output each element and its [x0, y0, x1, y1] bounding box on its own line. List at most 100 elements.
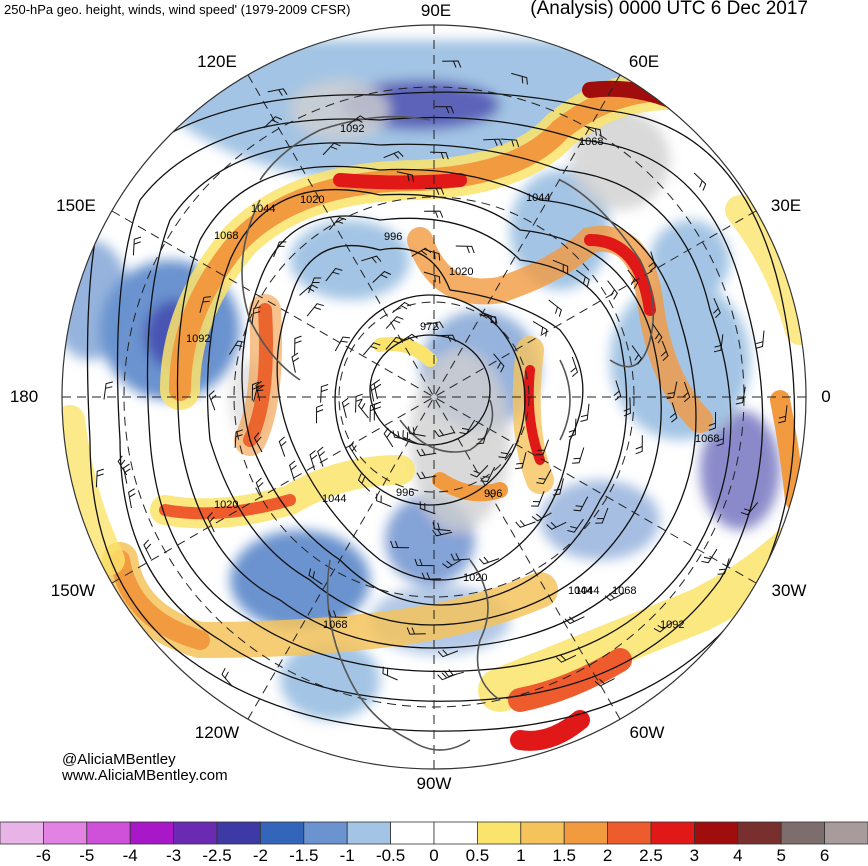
wind-barb	[95, 468, 104, 488]
wind-barb	[421, 572, 441, 580]
colorbar-tick-label: 6	[819, 846, 830, 865]
wind-barb	[228, 340, 245, 355]
wind-barb	[613, 380, 622, 401]
wind-barb	[199, 296, 212, 313]
wind-barb	[253, 432, 263, 453]
wind-barb	[432, 528, 453, 537]
wind-barb	[607, 280, 619, 300]
lon-label-60w: 60W	[629, 723, 665, 742]
colorbar-swatch	[520, 821, 565, 845]
wind-barb	[480, 311, 497, 325]
wind-barb	[470, 465, 489, 478]
contour-label: 996	[484, 488, 502, 500]
colorbar-swatch	[216, 821, 261, 845]
wind-barb	[103, 381, 114, 400]
contour-label: 1092	[186, 333, 210, 345]
wind-barb	[498, 443, 514, 459]
contour-label: 1068	[579, 136, 603, 148]
wind-barb	[436, 334, 456, 342]
colorbar-tick-label: -0.5	[375, 846, 406, 865]
colorbar-tick-label: 4	[733, 846, 743, 865]
wind-barb	[273, 241, 287, 258]
wind-barb	[251, 381, 260, 401]
wind-barb	[713, 334, 724, 353]
wind-barb	[546, 521, 567, 530]
wind-barb	[234, 429, 243, 448]
wind-barb	[459, 419, 476, 435]
wind-barb	[595, 507, 609, 524]
wind-barb	[515, 520, 536, 528]
wind-barb	[623, 397, 631, 417]
wind-barb	[531, 512, 552, 522]
colorbar-swatch	[694, 821, 739, 845]
wind-barb	[382, 666, 398, 681]
contour-label: 1044	[575, 585, 599, 597]
wind-barb	[500, 138, 520, 147]
wind-barb	[385, 336, 403, 350]
colorbar-tick-label: 1	[516, 846, 526, 865]
wind-barb	[536, 469, 552, 485]
contour-label: 972	[420, 321, 438, 333]
wind-barb	[573, 496, 589, 512]
wind-barb	[552, 478, 564, 496]
wind-barb	[320, 384, 329, 403]
wind-barbs	[95, 60, 788, 687]
wind-barb	[294, 335, 302, 355]
wind-barb	[660, 340, 669, 361]
wind-barb	[480, 466, 496, 483]
wind-barb	[682, 381, 691, 403]
wind-barb	[208, 390, 217, 411]
wind-barb	[291, 352, 300, 373]
lon-label-60e: 60E	[628, 52, 660, 71]
wind-barb	[435, 106, 455, 114]
lon-label-90e: 90E	[420, 1, 452, 20]
credit-handle: @AliciaMBentley	[62, 751, 176, 768]
wind-barb	[390, 540, 410, 549]
contour-label: 1068	[695, 433, 719, 445]
contour-label: 1092	[660, 619, 684, 631]
colorbar-swatch	[346, 821, 392, 845]
wind-barb	[648, 251, 657, 272]
wind-barb	[627, 269, 639, 289]
contour-label: 1020	[449, 266, 473, 278]
wind-barb	[357, 399, 369, 419]
lon-label-30w: 30W	[771, 581, 807, 600]
wind-barb	[132, 236, 142, 256]
wind-barb	[476, 427, 489, 445]
colorbar-swatch	[433, 821, 478, 845]
colorbar-swatch	[129, 821, 174, 845]
height-contours	[86, 91, 796, 732]
contour-label: 1068	[612, 585, 636, 597]
contour-labels: 1092 1068 1044 1020 996 972 1044 1020 99…	[186, 123, 719, 631]
lon-label-120w: 120W	[194, 723, 240, 742]
colorbar-swatch	[43, 821, 88, 845]
wind-barb	[267, 88, 288, 96]
wind-barb	[419, 501, 436, 515]
colorbar-tick-label: -1	[339, 846, 355, 865]
valid-time: (Analysis) 0000 UTC 6 Dec 2017	[530, 0, 808, 19]
wind-barb	[432, 522, 451, 532]
wind-barb	[308, 277, 322, 294]
wind-barb	[653, 621, 673, 633]
wind-barb	[584, 125, 602, 137]
wind-barb	[567, 518, 584, 533]
colorbar-swatch	[563, 821, 609, 845]
wind-barb	[635, 435, 643, 455]
lon-label-120e: 120E	[197, 52, 237, 71]
wind-barb	[434, 429, 455, 437]
wind-barb	[143, 539, 152, 560]
wind-barb	[334, 336, 350, 352]
wind-barb	[535, 439, 549, 456]
wind-barb	[570, 356, 579, 377]
wind-barb	[442, 60, 462, 68]
wind-barb	[370, 381, 378, 402]
polar-map: 1092 1068 1044 1020 996 972 1044 1020 99…	[61, 24, 807, 770]
wind-barb	[455, 245, 475, 254]
colorbar	[0, 821, 868, 845]
wind-barb	[564, 616, 585, 625]
colorbar-tick-label: -2.5	[202, 846, 232, 865]
wind-barb	[383, 427, 394, 448]
wind-barb	[443, 669, 464, 677]
contour-label: 1020	[463, 572, 487, 584]
wind-barb	[531, 491, 545, 507]
